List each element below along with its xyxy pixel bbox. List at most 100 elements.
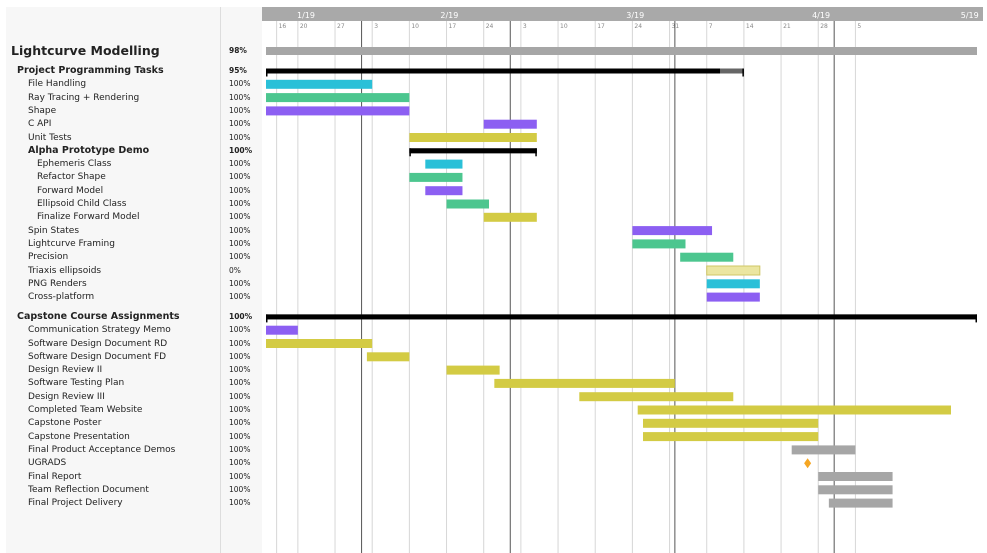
task-percent: 100% [229,119,251,129]
task-label: Software Testing Plan [28,378,125,389]
day-tick-label: 10 [560,23,568,30]
group-bar-progress [266,314,977,320]
task-percent: 100% [229,92,251,102]
task-percent: 100% [229,498,251,508]
group-bar-end-cap [535,148,537,157]
task-label: Lightcurve Modelling [11,43,160,58]
task-label: Alpha Prototype Demo [28,144,150,156]
month-header [262,7,983,21]
group-bar-end-cap [975,314,977,323]
day-tick-label: 16 [279,23,287,30]
task-percent: 100% [229,444,251,454]
task-label: Design Review III [28,391,105,402]
day-tick-label: 3 [523,23,527,30]
task-label: Forward Model [37,185,104,196]
day-tick-label: 24 [634,23,642,30]
task-label: Cross-platform [28,292,95,303]
task-label: Precision [28,252,69,263]
task-percent: 100% [229,378,251,388]
task-label: Team Reflection Document [28,484,149,495]
task-bar [366,352,410,362]
task-label: Lightcurve Framing [28,238,115,249]
task-percent: 100% [229,325,251,335]
task-percent: 100% [229,225,251,235]
task-percent: 100% [229,105,251,115]
task-label: Communication Strategy Memo [28,325,171,336]
task-label: Final Report [28,471,82,482]
task-percent: 100% [229,311,253,321]
task-bar [446,365,500,375]
task-bar [425,159,463,169]
task-percent: 100% [229,79,251,89]
task-bar [791,445,856,455]
month-label: 4/19 [812,11,830,20]
task-percent: 95% [229,66,247,75]
task-label: Project Programming Tasks [17,65,164,76]
task-bar [680,252,734,262]
project-bar [266,47,977,55]
task-label: File Handling [28,79,87,90]
task-label: Spin States [28,225,80,236]
task-label: Shape [28,105,57,116]
day-tick-label: 20 [300,23,308,30]
group-bar-progress [409,148,537,154]
task-label: Software Design Document RD [28,338,168,349]
task-label: Software Design Document FD [28,351,167,362]
day-tick-label: 27 [337,23,345,30]
task-bar [818,485,893,495]
group-bar-end-cap [742,68,744,77]
task-bar [643,418,819,428]
task-label: Design Review II [28,365,103,376]
task-label: Final Project Delivery [28,498,123,509]
task-bar [828,498,893,508]
task-bar [632,239,686,249]
task-bar [266,79,373,89]
day-tick-label: 31 [672,23,680,30]
month-label: 1/19 [297,11,315,20]
day-tick-label: 24 [486,23,494,30]
task-bar [706,279,760,289]
task-label: Triaxis ellipsoids [28,265,102,276]
task-label: Capstone Poster [28,418,102,429]
task-percent: 100% [229,338,251,348]
task-percent: 100% [229,252,251,262]
task-bar [409,133,537,142]
task-percent: 100% [229,212,251,222]
task-label: UGRADS [28,458,67,469]
day-tick-label: 10 [411,23,419,30]
day-tick-label: 7 [709,23,713,30]
day-tick-label: 14 [746,23,754,30]
task-percent: 98% [229,46,247,55]
day-tick-label: 17 [597,23,605,30]
day-tick-label: 21 [783,23,791,30]
task-percent: 100% [229,199,251,208]
task-label: Refactor Shape [37,172,106,183]
day-tick-label: 5 [857,23,861,30]
task-percent: 0% [229,265,241,275]
task-bar [266,106,410,116]
task-bar [632,226,713,236]
task-percent: 100% [229,391,251,401]
month-label: 2/19 [440,11,458,20]
task-label: Capstone Course Assignments [17,310,180,322]
task-label: Ephemeris Class [37,159,112,170]
task-bar [483,212,537,222]
task-bar [409,172,463,182]
task-list-pane [6,7,220,553]
milestone-diamond [804,458,812,469]
day-tick-label: 3 [374,23,378,30]
task-bar [706,265,761,276]
task-bar [425,186,463,196]
task-label: Completed Team Website [28,405,143,415]
task-label: C API [28,119,52,130]
task-bar [266,93,410,103]
task-bar [494,378,675,388]
task-label: Ray Tracing + Rendering [28,92,140,103]
group-bar-progress [266,68,721,74]
task-bar [483,119,537,129]
task-percent: 100% [229,238,251,248]
task-bar [446,199,490,209]
task-bar [266,325,298,335]
task-label: PNG Renders [28,278,87,289]
